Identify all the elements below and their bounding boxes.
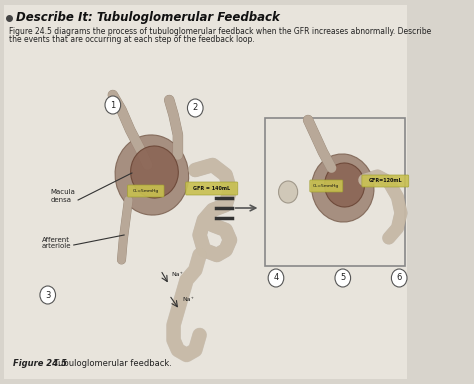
Text: GFR = 140mL: GFR = 140mL	[193, 187, 230, 192]
Bar	[264, 118, 405, 266]
Text: Tubuloglomerular feedback.: Tubuloglomerular feedback.	[49, 359, 173, 367]
FancyBboxPatch shape	[362, 175, 409, 187]
Text: 6: 6	[397, 273, 402, 283]
Circle shape	[40, 286, 55, 304]
Circle shape	[105, 96, 120, 114]
Text: CL=5mmHg: CL=5mmHg	[313, 184, 339, 188]
Text: Figure 24.5 diagrams the process of tubuloglomerular feedback when the GFR incre: Figure 24.5 diagrams the process of tubu…	[9, 28, 431, 36]
FancyBboxPatch shape	[310, 180, 343, 192]
Text: Na⁺: Na⁺	[182, 297, 194, 302]
Ellipse shape	[115, 135, 189, 215]
Circle shape	[187, 99, 203, 117]
Text: CL=5mmHg: CL=5mmHg	[133, 189, 159, 193]
Ellipse shape	[131, 146, 178, 198]
Text: 1: 1	[110, 101, 116, 109]
Text: 4: 4	[273, 273, 279, 283]
Text: 5: 5	[340, 273, 346, 283]
Circle shape	[392, 269, 407, 287]
Text: GFR=120mL: GFR=120mL	[368, 179, 402, 184]
FancyBboxPatch shape	[186, 182, 238, 195]
Ellipse shape	[325, 163, 365, 207]
Text: Figure 24.5: Figure 24.5	[13, 359, 67, 367]
Circle shape	[268, 269, 284, 287]
Text: Describe It: Tubuloglomerular Feedback: Describe It: Tubuloglomerular Feedback	[16, 12, 280, 25]
Text: Na⁺: Na⁺	[172, 272, 184, 277]
Text: 3: 3	[45, 291, 50, 300]
Text: the events that are occurring at each step of the feedback loop.: the events that are occurring at each st…	[9, 35, 255, 45]
Text: Macula
densa: Macula densa	[50, 189, 75, 202]
Text: 2: 2	[192, 104, 198, 113]
Circle shape	[335, 269, 351, 287]
Text: Afferent
arteriole: Afferent arteriole	[42, 237, 71, 250]
Ellipse shape	[311, 154, 374, 222]
FancyBboxPatch shape	[128, 185, 164, 197]
Circle shape	[279, 181, 298, 203]
